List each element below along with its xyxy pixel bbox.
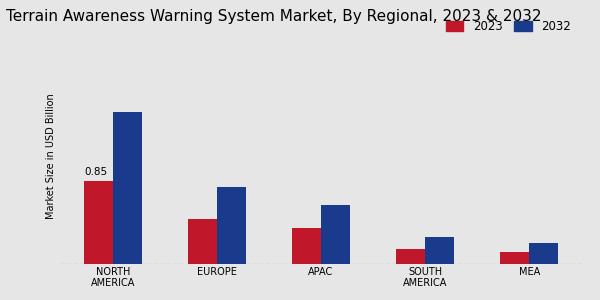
Bar bbox=[217, 188, 246, 264]
Y-axis label: Market Size in USD Billion: Market Size in USD Billion bbox=[46, 93, 56, 219]
Text: Terrain Awareness Warning System Market, By Regional, 2023 & 2032: Terrain Awareness Warning System Market,… bbox=[6, 9, 542, 24]
Bar bbox=[425, 236, 454, 264]
Bar bbox=[500, 252, 529, 264]
Bar bbox=[321, 205, 350, 264]
Bar bbox=[84, 181, 113, 264]
Text: 0.85: 0.85 bbox=[85, 167, 108, 177]
Legend: 2023, 2032: 2023, 2032 bbox=[441, 15, 576, 38]
Bar bbox=[188, 219, 217, 264]
Bar bbox=[292, 228, 321, 264]
Bar bbox=[529, 243, 558, 264]
Bar bbox=[113, 112, 142, 264]
Bar bbox=[396, 249, 425, 264]
